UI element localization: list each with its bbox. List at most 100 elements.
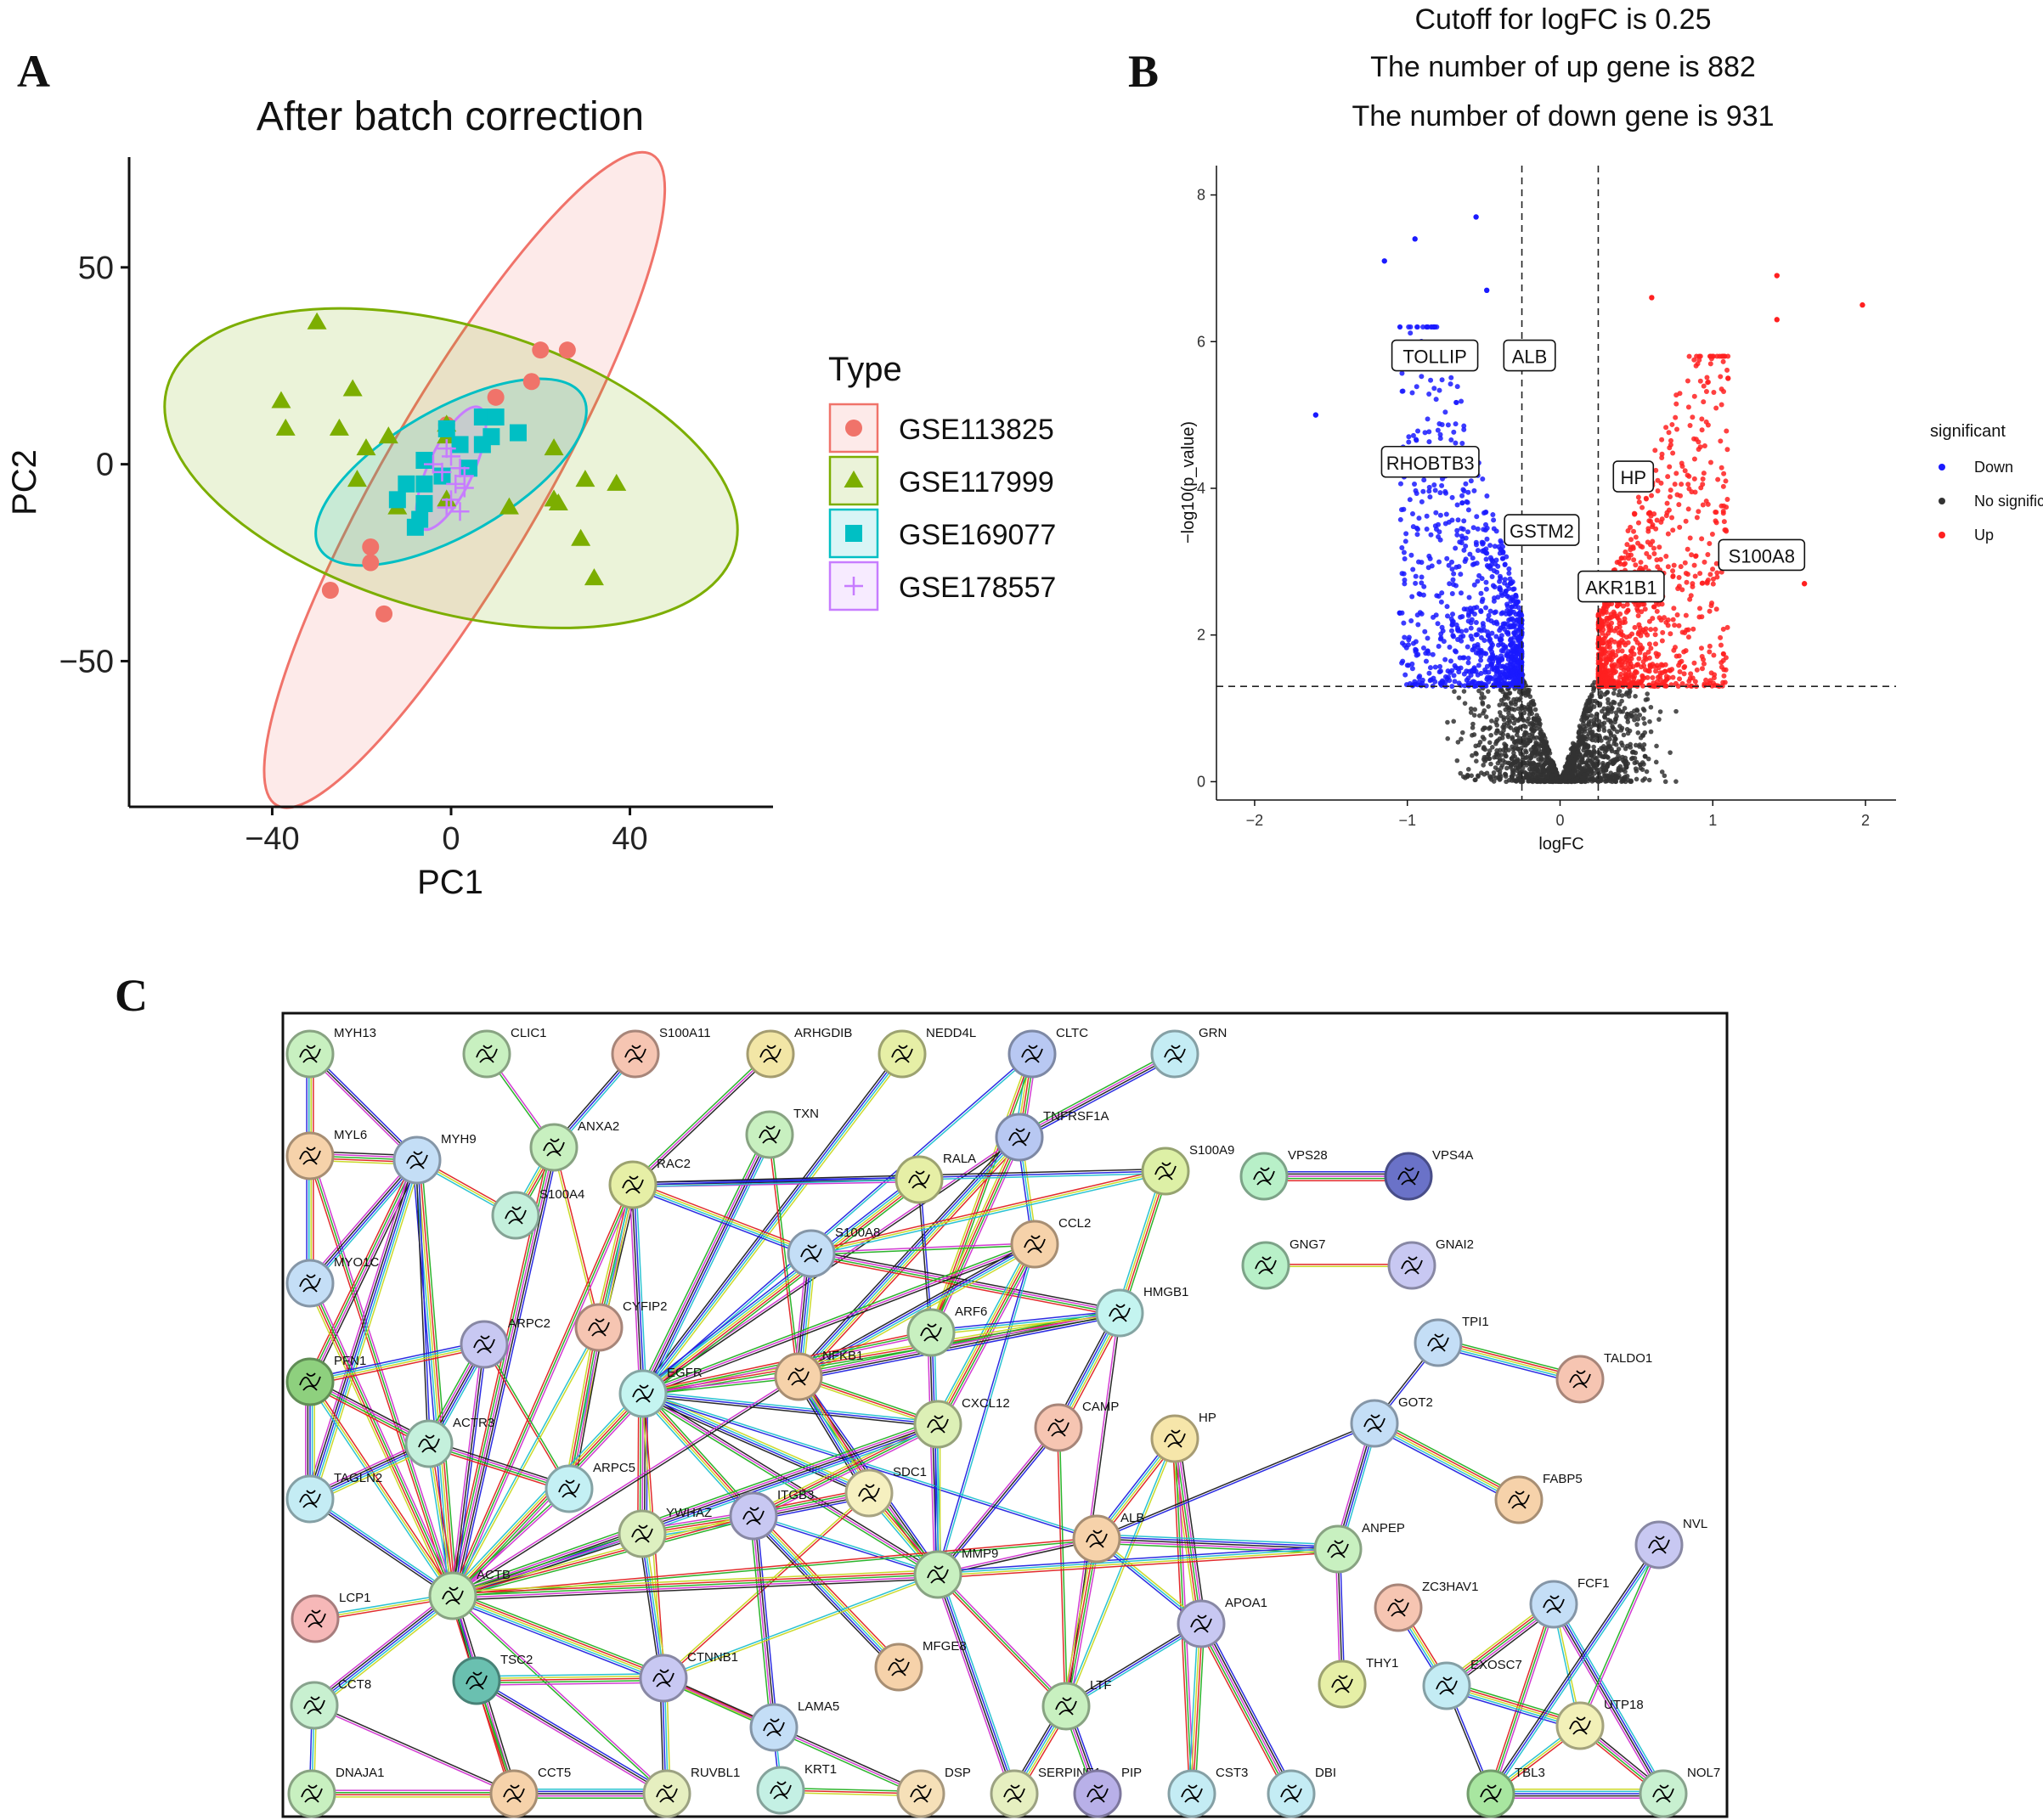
volcano-point-down [1497, 628, 1503, 634]
volcano-point-ns [1459, 736, 1464, 742]
edge-evidence-line [477, 1682, 664, 1686]
volcano-point-ns [1527, 762, 1533, 767]
volcano-point-down [1510, 609, 1516, 615]
protein-structure-icon [800, 1244, 822, 1263]
volcano-point-ns [1589, 769, 1594, 775]
node-cct8: CCT8 [290, 1677, 371, 1730]
volcano-point-down [1460, 527, 1466, 532]
node-lcp1: LCP1 [291, 1591, 371, 1643]
volcano-point-down [1475, 526, 1481, 532]
edge-myo1c-actb [306, 1282, 457, 1597]
pca-point-gse169077 [451, 436, 469, 454]
volcano-point-down [1499, 610, 1505, 616]
volcano-point-down [1428, 532, 1434, 538]
volcano-point-down [1438, 631, 1444, 637]
node-s100a8: S100A8 [787, 1226, 880, 1278]
node-clic1: CLIC1 [462, 1026, 547, 1079]
volcano-point-ns [1614, 775, 1620, 781]
volcano-point-up [1670, 568, 1676, 574]
protein-structure-icon [1569, 1716, 1591, 1735]
volcano-point-down [1473, 668, 1479, 674]
volcano-point-down [1484, 536, 1490, 542]
volcano-point-up [1611, 609, 1617, 615]
volcano-point-up [1630, 544, 1636, 549]
protein-structure-icon [1021, 1045, 1043, 1063]
volcano-point-down [1472, 683, 1478, 689]
volcano-point-ns [1493, 752, 1499, 757]
protein-structure-icon [1280, 1784, 1302, 1803]
volcano-point-up [1673, 680, 1679, 686]
pca-point-gse178557 [437, 439, 456, 459]
volcano-point-down [1497, 573, 1503, 579]
edge-evidence-line [415, 1160, 429, 1445]
gene-label: S100A8 [1729, 545, 1795, 566]
pca-point-gse117999 [544, 438, 564, 456]
volcano-point-ns [1470, 752, 1475, 758]
volcano-point-up [1704, 375, 1710, 380]
edge-evidence-line [428, 1443, 454, 1597]
volcano-point-up [1618, 665, 1624, 671]
volcano-point-up [1697, 353, 1703, 359]
edge-evidence-line [309, 1053, 418, 1161]
volcano-point-ns [1516, 735, 1522, 741]
protein-structure-icon [299, 1147, 321, 1165]
node-label: NOL7 [1687, 1766, 1720, 1780]
volcano-point-up [1665, 531, 1671, 537]
pca-point-gse117999 [607, 473, 627, 491]
volcano-point-down [1416, 674, 1422, 680]
volcano-point-down [1474, 514, 1480, 520]
node-label: FABP5 [1543, 1472, 1583, 1486]
edge-evidence-line [1178, 1438, 1206, 1624]
volcano-point-ns [1601, 706, 1607, 712]
volcano-point-ns [1607, 778, 1613, 784]
gene-label: HP [1621, 467, 1647, 488]
volcano-point-down [1497, 578, 1503, 584]
volcano-point-up [1604, 681, 1610, 687]
edge-evidence-line [452, 1569, 938, 1592]
volcano-point-down [1422, 430, 1428, 436]
node-label: ZC3HAV1 [1422, 1580, 1478, 1594]
volcano-point-ns [1591, 744, 1596, 750]
volcano-point-down [1446, 519, 1452, 525]
edge-egfr-mmp9 [641, 1391, 940, 1577]
gene-label: RHOBTB3 [1386, 453, 1475, 474]
edge-evidence-line [936, 1243, 1035, 1575]
volcano-point-ns [1483, 714, 1489, 719]
volcano-point-down [1437, 512, 1443, 518]
volcano-point-down [1420, 592, 1426, 598]
volcano-point-up [1643, 496, 1649, 502]
edge-evidence-line [927, 1135, 1018, 1332]
volcano-point-up [1624, 542, 1630, 548]
volcano-point-down [1419, 374, 1425, 380]
node-label: SDC1 [893, 1465, 927, 1479]
edge-itgb3-lama5 [749, 1515, 778, 1728]
volcano-legend-title: significant [1930, 422, 2006, 441]
volcano-point-ns [1477, 740, 1483, 745]
edge-evidence-line [1118, 1170, 1165, 1313]
pca-point-gse169077 [473, 409, 491, 425]
volcano-point-down [1413, 580, 1419, 586]
volcano-point-ns [1476, 774, 1481, 779]
node-grn: GRN [1150, 1026, 1227, 1079]
edge-evidence-line [454, 1185, 636, 1597]
panel-label-a: A [17, 46, 50, 97]
volcano-point-down [1505, 629, 1511, 635]
pca-point-gse169077 [509, 424, 527, 442]
volcano-point-down [1465, 644, 1470, 650]
edge-evidence-line [798, 1136, 1020, 1378]
volcano-point-down [1486, 612, 1492, 618]
edge-evidence-line [449, 1389, 641, 1593]
volcano-point-ns [1456, 695, 1462, 701]
volcano-point-up [1646, 518, 1652, 524]
volcano-point-up [1697, 571, 1703, 577]
volcano-point-down [1489, 649, 1495, 655]
edge-evidence-line [315, 1597, 455, 1708]
node-ywhaz: YWHAZ [618, 1506, 712, 1558]
volcano-point-down [1502, 673, 1508, 679]
volcano-point-up [1701, 383, 1707, 389]
node-rala: RALA [895, 1152, 976, 1204]
volcano-point-ns [1581, 710, 1587, 715]
node-label: GNAI2 [1436, 1237, 1474, 1252]
edge-evidence-line [429, 1442, 570, 1489]
volcano-point-down [1426, 391, 1432, 397]
